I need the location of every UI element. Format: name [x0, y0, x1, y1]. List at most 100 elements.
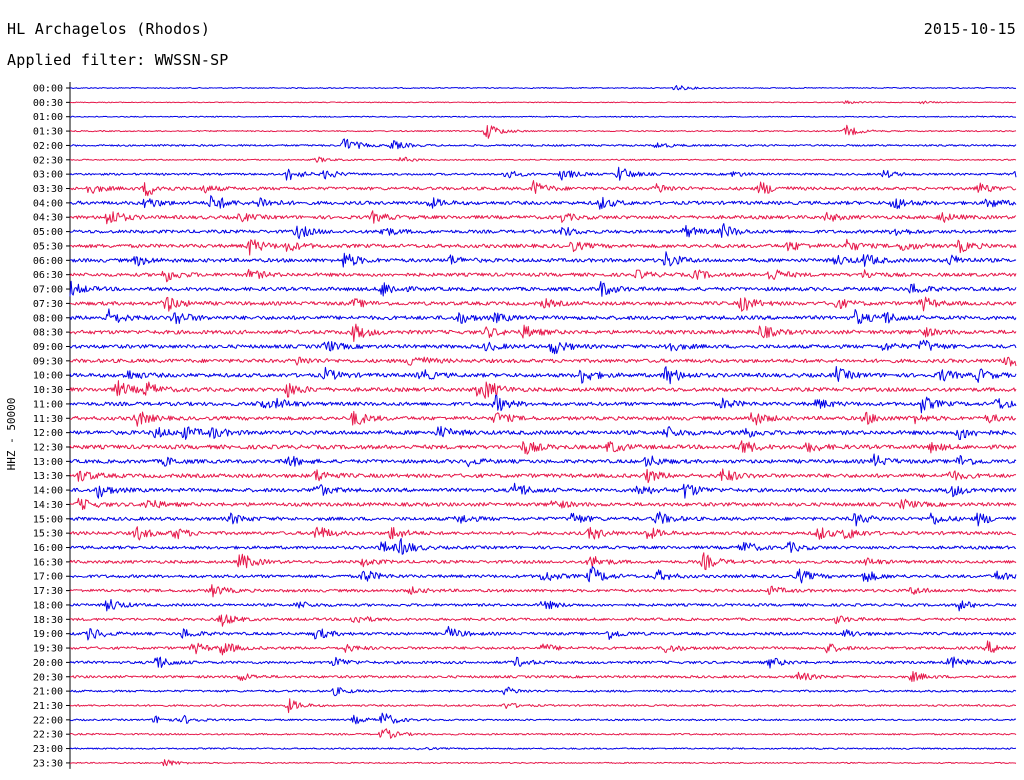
time-tick-label: 01:00 — [33, 112, 63, 123]
seismic-trace-0130 — [69, 124, 1017, 139]
seismic-trace-0700 — [69, 280, 1017, 297]
time-tick-label: 15:00 — [33, 514, 63, 525]
time-tick-label: 21:00 — [33, 687, 63, 698]
seismic-trace-0100 — [69, 115, 1017, 118]
time-tick-label: 19:30 — [33, 644, 63, 655]
time-tick-label: 20:00 — [33, 658, 63, 669]
seismic-trace-1800 — [69, 599, 1017, 612]
seismic-trace-1600 — [69, 538, 1017, 555]
time-tick-label: 02:30 — [33, 155, 63, 166]
seismic-trace-2230 — [69, 728, 1017, 739]
time-tick-label: 16:30 — [33, 557, 63, 568]
seismic-trace-0800 — [69, 308, 1017, 325]
seismic-trace-0630 — [69, 268, 1017, 283]
seismic-trace-1130 — [69, 410, 1017, 427]
time-tick-label: 04:30 — [33, 213, 63, 224]
seismic-trace-0900 — [69, 339, 1017, 355]
time-tick-label: 01:30 — [33, 127, 63, 138]
time-tick-label: 02:00 — [33, 141, 63, 152]
seismic-trace-0600 — [69, 251, 1017, 268]
seismic-trace-0500 — [69, 223, 1017, 240]
time-tick-label: 07:00 — [33, 285, 63, 296]
time-tick-label: 05:00 — [33, 227, 63, 238]
time-tick-label: 15:30 — [33, 529, 63, 540]
seismic-trace-1530 — [69, 526, 1017, 541]
seismic-trace-2030 — [69, 671, 1017, 683]
time-tick-label: 00:30 — [33, 98, 63, 109]
seismic-trace-1030 — [69, 380, 1017, 399]
time-tick-label: 09:00 — [33, 342, 63, 353]
time-tick-label: 14:30 — [33, 500, 63, 511]
time-tick-label: 18:00 — [33, 600, 63, 611]
time-tick-label: 20:30 — [33, 672, 63, 683]
seismic-trace-1630 — [69, 552, 1017, 571]
seismic-trace-1000 — [69, 366, 1017, 385]
seismic-trace-1930 — [69, 640, 1017, 656]
seismic-trace-0030 — [69, 100, 1017, 105]
time-tick-label: 08:00 — [33, 313, 63, 324]
seismic-trace-0400 — [69, 195, 1017, 210]
time-tick-label: 06:30 — [33, 270, 63, 281]
time-tick-label: 06:00 — [33, 256, 63, 267]
time-tick-label: 03:00 — [33, 170, 63, 181]
seismic-trace-1230 — [69, 440, 1017, 455]
seismic-trace-1500 — [69, 511, 1017, 527]
time-tick-label: 23:00 — [33, 744, 63, 755]
time-tick-label: 22:00 — [33, 715, 63, 726]
seismic-trace-1300 — [69, 453, 1017, 468]
seismic-trace-0530 — [69, 238, 1017, 256]
seismic-trace-0930 — [69, 356, 1017, 367]
time-tick-label: 10:30 — [33, 385, 63, 396]
seismic-trace-0200 — [69, 138, 1017, 150]
seismic-trace-2100 — [69, 686, 1017, 697]
time-tick-label: 17:30 — [33, 586, 63, 597]
time-tick-label: 18:30 — [33, 615, 63, 626]
seismic-trace-2130 — [69, 698, 1017, 714]
time-tick-label: 13:00 — [33, 457, 63, 468]
time-tick-label: 08:30 — [33, 328, 63, 339]
time-tick-label: 11:30 — [33, 414, 63, 425]
seismic-trace-0330 — [69, 180, 1017, 197]
seismic-trace-1730 — [69, 584, 1017, 598]
time-tick-label: 05:30 — [33, 241, 63, 252]
seismic-trace-1200 — [69, 425, 1017, 441]
seismic-trace-1830 — [69, 614, 1017, 627]
time-tick-label: 12:00 — [33, 428, 63, 439]
station-title: HL Archagelos (Rhodos) — [7, 20, 211, 38]
time-tick-label: 23:30 — [33, 758, 63, 769]
seismic-trace-1430 — [69, 497, 1017, 511]
time-tick-label: 12:30 — [33, 443, 63, 454]
seismic-trace-0230 — [69, 156, 1017, 163]
time-tick-label: 00:00 — [33, 84, 63, 95]
seismic-trace-2000 — [69, 656, 1017, 669]
seismic-trace-0830 — [69, 323, 1017, 342]
time-tick-label: 03:30 — [33, 184, 63, 195]
time-tick-label: 11:00 — [33, 399, 63, 410]
record-date: 2015-10-15 — [923, 20, 1016, 38]
seismic-trace-0730 — [69, 296, 1017, 312]
time-tick-label: 14:00 — [33, 486, 63, 497]
time-tick-label: 09:30 — [33, 356, 63, 367]
filter-label: Applied filter: WWSSN-SP — [7, 51, 229, 69]
seismic-trace-0300 — [69, 166, 1017, 181]
seismic-trace-0430 — [69, 210, 1017, 225]
seismic-trace-1100 — [69, 394, 1017, 414]
seismic-trace-1700 — [69, 566, 1017, 584]
seismic-trace-0000 — [69, 85, 1017, 91]
time-tick-label: 07:30 — [33, 299, 63, 310]
time-tick-label: 16:00 — [33, 543, 63, 554]
seismic-trace-1900 — [69, 625, 1017, 641]
seismic-trace-2300 — [69, 746, 1017, 751]
time-tick-label: 10:00 — [33, 371, 63, 382]
time-tick-label: 04:00 — [33, 198, 63, 209]
time-tick-label: 19:00 — [33, 629, 63, 640]
seismic-trace-2330 — [69, 759, 1017, 767]
time-tick-label: 17:00 — [33, 572, 63, 583]
seismic-trace-1330 — [69, 468, 1017, 484]
time-tick-label: 21:30 — [33, 701, 63, 712]
seismic-trace-1400 — [69, 482, 1017, 499]
time-tick-label: 22:30 — [33, 730, 63, 741]
seismic-trace-2200 — [69, 712, 1017, 725]
time-tick-label: 13:30 — [33, 471, 63, 482]
